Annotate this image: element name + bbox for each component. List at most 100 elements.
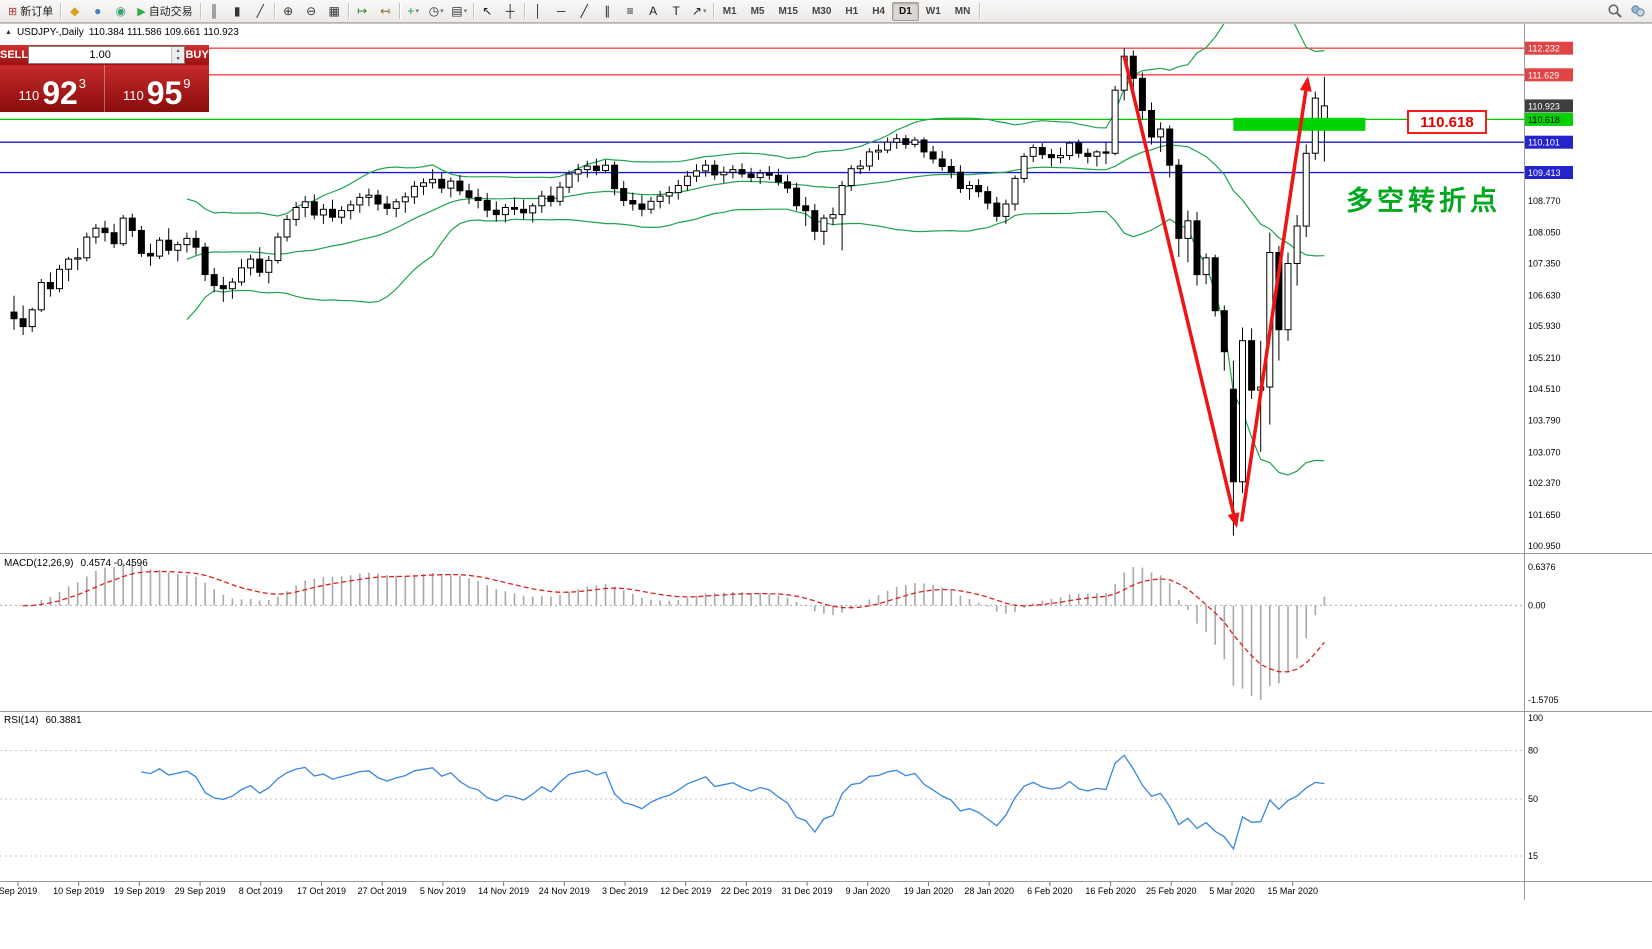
- svg-text:105.210: 105.210: [1528, 353, 1561, 363]
- market-watch-icon[interactable]: ◆: [63, 2, 86, 21]
- candlestick-chart-icon[interactable]: ▮: [226, 2, 249, 21]
- timeframe-m15-button[interactable]: M15: [778, 5, 798, 17]
- svg-text:101.650: 101.650: [1528, 510, 1561, 520]
- new-order-button[interactable]: ⊞ 新订单: [3, 2, 58, 21]
- horizontal-line-icon-glyph: ─: [556, 4, 566, 18]
- timeframe-h1-button[interactable]: H1: [845, 5, 859, 17]
- timeframe-m1-button[interactable]: M1: [722, 5, 737, 17]
- svg-text:3 Dec 2019: 3 Dec 2019: [602, 886, 648, 896]
- svg-text:102.370: 102.370: [1528, 478, 1561, 488]
- macd-name: MACD(12,26,9): [4, 558, 74, 569]
- svg-text:104.510: 104.510: [1528, 384, 1561, 394]
- trade-panel-header: SELL ▲ ▼ BUY: [0, 45, 209, 65]
- trendline-icon[interactable]: ╱: [573, 2, 596, 21]
- terminal-icon-glyph: ◉: [115, 4, 126, 18]
- sell-price-sup: 3: [78, 76, 87, 91]
- svg-text:19 Sep 2019: 19 Sep 2019: [114, 886, 165, 896]
- volume-increase-button[interactable]: ▲: [175, 47, 181, 54]
- volume-input[interactable]: [29, 47, 172, 63]
- macd-layer: [0, 562, 1524, 700]
- svg-text:19 Jan 2020: 19 Jan 2020: [904, 886, 954, 896]
- auto-scroll-icon[interactable]: ↦: [351, 2, 374, 21]
- autotrading-button[interactable]: ▶ 自动交易: [132, 2, 197, 21]
- svg-text:12 Dec 2019: 12 Dec 2019: [660, 886, 711, 896]
- equidistant-channel-icon-glyph: ∥: [604, 4, 611, 18]
- cursor-icon-glyph: ↖: [482, 4, 493, 18]
- bar-chart-icon[interactable]: ║: [203, 2, 226, 21]
- rsi-value: 60.3881: [45, 715, 82, 726]
- tile-windows-icon-glyph: ▦: [328, 4, 340, 18]
- new-order-glyph: ⊞: [8, 5, 18, 18]
- timeframe-m5-button[interactable]: M5: [750, 5, 765, 17]
- time-axis[interactable]: Sep 2019 10 Sep 2019 19 Sep 2019 29 Sep 201…: [0, 882, 1318, 896]
- line-chart-icon[interactable]: ╱: [249, 2, 272, 21]
- horizontal-line-icon[interactable]: ─: [550, 2, 573, 21]
- line-chart-icon-glyph: ╱: [256, 4, 264, 18]
- toolbar-separator: [712, 3, 714, 19]
- svg-text:6 Feb 2020: 6 Feb 2020: [1027, 886, 1073, 896]
- collapse-panel-icon[interactable]: ▲: [5, 29, 12, 36]
- navigator-icon[interactable]: ●: [86, 2, 109, 21]
- price-axis[interactable]: 108.770 108.050 107.350 106.630 105.930 105.2…: [1525, 41, 1573, 551]
- templates-icon[interactable]: ▤ ▾: [448, 2, 471, 21]
- fibonacci-icon-glyph: ≡: [626, 4, 634, 18]
- timeframe-mn-button[interactable]: MN: [954, 5, 971, 17]
- svg-text:27 Oct 2019: 27 Oct 2019: [358, 886, 407, 896]
- svg-text:103.790: 103.790: [1528, 416, 1561, 426]
- svg-text:100.950: 100.950: [1528, 541, 1561, 551]
- zoom-out-icon[interactable]: ⊖: [300, 2, 323, 21]
- rsi-layer: [0, 749, 1524, 857]
- text-label-icon-glyph: T: [672, 4, 680, 18]
- arrows-icon[interactable]: ↗ ▾: [688, 2, 711, 21]
- svg-text:5 Mar 2020: 5 Mar 2020: [1209, 886, 1255, 896]
- toolbar-separator: [60, 3, 62, 19]
- fibonacci-icon[interactable]: ≡: [619, 2, 642, 21]
- svg-text:110.923: 110.923: [1528, 101, 1560, 111]
- svg-text:111.629: 111.629: [1528, 70, 1559, 80]
- toolbar-separator: [523, 3, 525, 19]
- svg-text:25 Feb 2020: 25 Feb 2020: [1146, 886, 1197, 896]
- svg-text:0.00: 0.00: [1528, 600, 1546, 610]
- text-label-icon[interactable]: T: [665, 2, 688, 21]
- timeframe-h4-button[interactable]: H4: [872, 5, 885, 17]
- svg-text:110.101: 110.101: [1528, 138, 1560, 148]
- tile-windows-icon[interactable]: ▦: [323, 2, 346, 21]
- buy-price-sup: 9: [183, 76, 191, 91]
- chart-shift-icon[interactable]: ↤: [374, 2, 397, 21]
- symbol-title: USDJPY-,Daily: [16, 27, 84, 38]
- timeframe-w1-button[interactable]: W1: [925, 5, 941, 17]
- search-icon[interactable]: [1603, 2, 1626, 21]
- main-chart-layer: [0, 24, 1524, 536]
- equidistant-channel-icon[interactable]: ∥: [596, 2, 619, 21]
- svg-text:100: 100: [1528, 713, 1543, 723]
- toolbar-separator: [347, 3, 349, 19]
- vertical-line-icon[interactable]: │: [527, 2, 550, 21]
- chat-icon[interactable]: [1626, 2, 1649, 21]
- svg-text:106.630: 106.630: [1528, 290, 1561, 300]
- macd-values: 0.4574 -0.4596: [80, 558, 148, 569]
- indicators-icon[interactable]: + ▾: [402, 2, 425, 21]
- volume-decrease-button[interactable]: ▼: [175, 55, 181, 62]
- zoom-out-icon-glyph: ⊖: [306, 4, 317, 18]
- symbol-ohlc: 110.384 111.586 109.661 110.923: [88, 27, 239, 38]
- svg-text:28 Jan 2020: 28 Jan 2020: [964, 886, 1014, 896]
- toolbar-separator: [199, 3, 201, 19]
- text-icon-glyph: A: [649, 4, 658, 18]
- sell-button[interactable]: 110 92 3: [0, 65, 105, 112]
- text-icon[interactable]: A: [642, 2, 665, 21]
- timeframe-m30-button[interactable]: M30: [811, 5, 832, 17]
- cursor-icon[interactable]: ↖: [476, 2, 499, 21]
- periods-icon[interactable]: ◷ ▾: [425, 2, 448, 21]
- svg-text:110.618: 110.618: [1528, 115, 1560, 125]
- toolbar: ⊞ 新订单 ◆ ● ◉ ▶ 自动交易 ║ ▮ ╱ ⊕ ⊖ ▦ ↦ ↤ + ▾ ◷ ▾ ▤ ▾ ↖ ┼ │ ─ ╱ ∥ ≡ A T ↗ ▾ M1 M…: [0, 0, 1652, 23]
- terminal-icon[interactable]: ◉: [109, 2, 132, 21]
- buy-button[interactable]: 110 95 9: [104, 65, 209, 112]
- svg-text:29 Sep 2019: 29 Sep 2019: [175, 886, 226, 896]
- zoom-in-icon[interactable]: ⊕: [277, 2, 300, 21]
- svg-text:109.413: 109.413: [1528, 168, 1561, 178]
- timeframe-d1-button[interactable]: D1: [892, 1, 919, 21]
- turning-point-annotation: 多空转折点: [1346, 186, 1501, 216]
- svg-text:15 Mar 2020: 15 Mar 2020: [1267, 886, 1318, 896]
- crosshair-icon[interactable]: ┼: [499, 2, 522, 21]
